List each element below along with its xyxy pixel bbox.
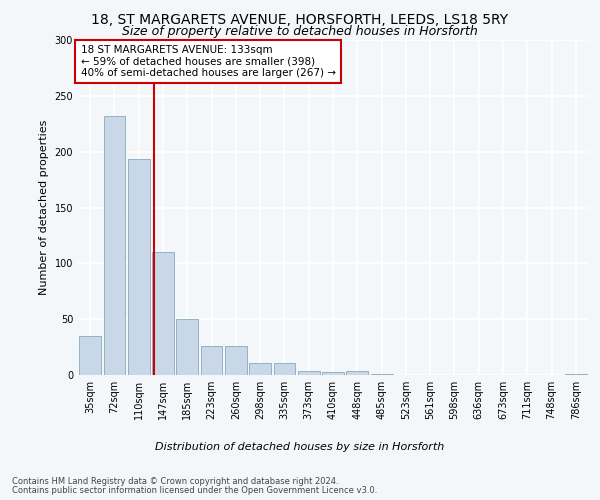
Bar	[249, 362, 271, 375]
Bar	[176, 319, 198, 375]
Bar	[346, 370, 368, 375]
Bar	[322, 372, 344, 375]
Bar	[225, 346, 247, 375]
Text: 18 ST MARGARETS AVENUE: 133sqm
← 59% of detached houses are smaller (398)
40% of: 18 ST MARGARETS AVENUE: 133sqm ← 59% of …	[80, 45, 335, 78]
Bar	[200, 346, 223, 375]
Bar	[274, 362, 295, 375]
Bar	[104, 116, 125, 375]
Y-axis label: Number of detached properties: Number of detached properties	[39, 120, 49, 295]
Bar	[128, 160, 149, 375]
Text: Contains public sector information licensed under the Open Government Licence v3: Contains public sector information licen…	[12, 486, 377, 495]
Text: Distribution of detached houses by size in Horsforth: Distribution of detached houses by size …	[155, 442, 445, 452]
Bar	[298, 370, 320, 375]
Text: Contains HM Land Registry data © Crown copyright and database right 2024.: Contains HM Land Registry data © Crown c…	[12, 477, 338, 486]
Bar	[152, 252, 174, 375]
Bar	[79, 336, 101, 375]
Text: 18, ST MARGARETS AVENUE, HORSFORTH, LEEDS, LS18 5RY: 18, ST MARGARETS AVENUE, HORSFORTH, LEED…	[91, 12, 509, 26]
Bar	[565, 374, 587, 375]
Bar	[371, 374, 392, 375]
Text: Size of property relative to detached houses in Horsforth: Size of property relative to detached ho…	[122, 25, 478, 38]
